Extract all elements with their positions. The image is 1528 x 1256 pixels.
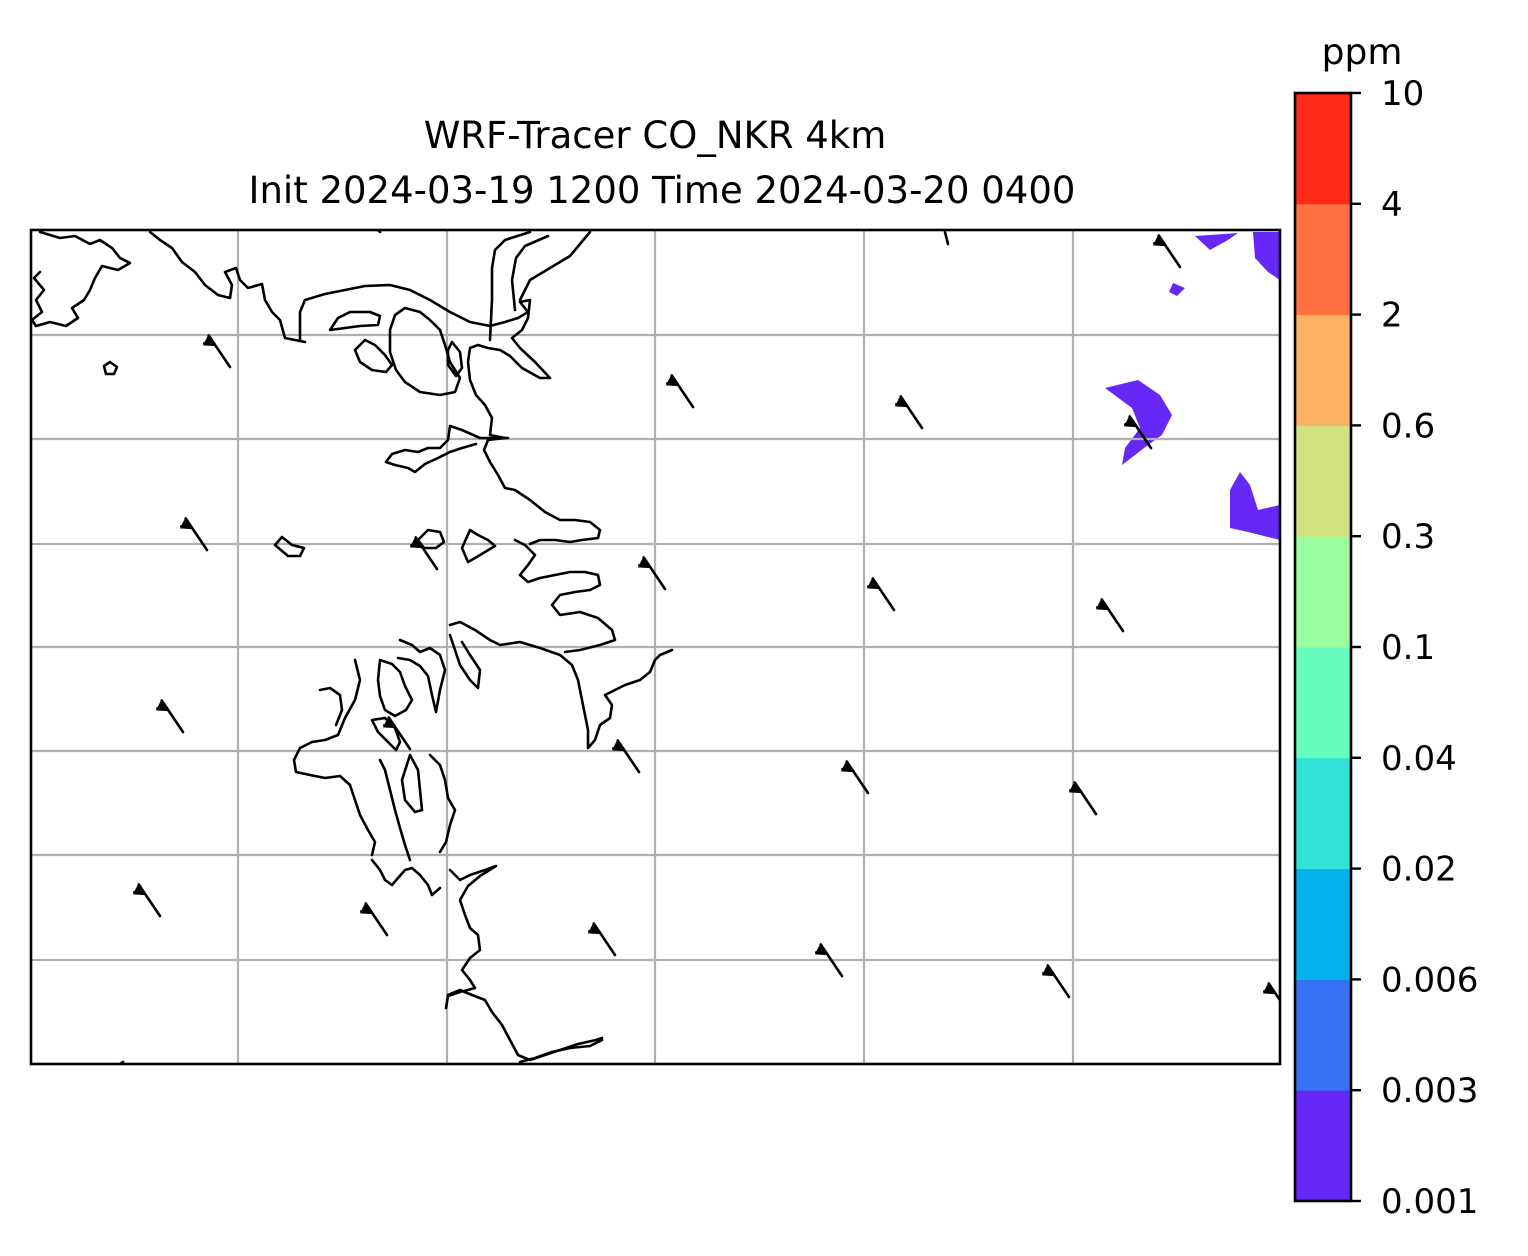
colorbar-swatch [1295, 203, 1351, 316]
island [460, 528, 497, 564]
colorbar-tick-label: 0.04 [1381, 739, 1457, 779]
wind-barb [409, 536, 439, 571]
wind-barb [359, 902, 389, 937]
colorbar-unit-label: ppm [1322, 32, 1403, 73]
coastline [31, 230, 132, 328]
colorbar-tick-label: 2 [1381, 296, 1403, 336]
wind-barb [382, 716, 412, 751]
wind-barb [866, 577, 896, 612]
coastline [446, 340, 464, 378]
coastline [318, 686, 344, 727]
coastline [370, 858, 442, 897]
island [102, 360, 119, 376]
wind-barb [1095, 598, 1125, 633]
colorbar-tick-label: 0.003 [1381, 1071, 1478, 1111]
colorbar-tick-label: 0.001 [1381, 1182, 1478, 1222]
wind-barb [1068, 781, 1098, 816]
coastline [396, 638, 447, 714]
colorbar-swatch [1295, 757, 1351, 870]
colorbar-tick-label: 0.1 [1381, 628, 1435, 668]
colorbar-tick-label: 0.6 [1381, 406, 1435, 446]
wind-barb [179, 517, 209, 552]
tracer-patch [1230, 472, 1280, 540]
colorbar-tick-label: 0.3 [1381, 517, 1435, 557]
river-channel [518, 230, 592, 302]
colorbar-tick-label: 10 [1381, 74, 1424, 114]
wind-barb [840, 760, 870, 795]
tracer-patch [1195, 233, 1238, 250]
coastline [378, 758, 412, 862]
colorbar-swatch [1295, 868, 1351, 980]
coastline [370, 716, 402, 752]
coastline [943, 230, 950, 246]
colorbar-swatch [1295, 647, 1351, 759]
wind-barb [1041, 964, 1071, 999]
coastline [448, 620, 674, 750]
wind-barb [587, 922, 617, 957]
colorbar-swatch [1295, 536, 1351, 648]
colorbar-swatches [1295, 93, 1351, 1202]
coastline [298, 283, 602, 546]
colorbar: 0.001 0.003 0.006 0.02 0.04 0.1 0.3 0.6 2 4 10 ppm [1293, 32, 1478, 1222]
wind-barb [1123, 415, 1153, 450]
coastline [518, 1038, 604, 1064]
wind-barb [132, 883, 162, 918]
coastline [148, 230, 307, 344]
tracer-patch [1253, 232, 1280, 280]
coastline [513, 538, 617, 654]
coastline [376, 658, 414, 718]
coastline [400, 753, 424, 814]
gridlines [31, 230, 1280, 1064]
wind-barb [611, 739, 641, 774]
wind-barb [637, 556, 667, 591]
river-channel [488, 230, 532, 342]
wind-barb [814, 943, 844, 978]
wind-barb [1152, 234, 1182, 269]
colorbar-swatch [1295, 1090, 1351, 1202]
tracer-patch [1169, 283, 1185, 296]
coastline [446, 988, 604, 1062]
coastline [384, 424, 510, 474]
tracer-fill-layer [1105, 232, 1280, 540]
coastline [444, 864, 498, 1010]
coastlines [31, 230, 950, 1064]
colorbar-swatch [1295, 979, 1351, 1091]
colorbar-swatch [1295, 314, 1351, 426]
coastline [292, 658, 377, 857]
colorbar-swatch [1295, 425, 1351, 537]
wind-barb [665, 374, 695, 409]
coastline [328, 310, 382, 332]
coastline [428, 753, 457, 854]
coastline [388, 306, 462, 397]
colorbar-tick-label: 0.02 [1381, 850, 1457, 890]
colorbar-ticks: 0.001 0.003 0.006 0.02 0.04 0.1 0.3 0.6 2 4 10 [1351, 74, 1478, 1222]
island [273, 535, 306, 558]
title-line-2: Init 2024-03-19 1200 Time 2024-03-20 040… [249, 169, 1076, 212]
wind-barb [155, 699, 185, 734]
colorbar-swatch [1295, 93, 1351, 205]
colorbar-tick-label: 0.006 [1381, 960, 1478, 1000]
coastline [353, 338, 394, 374]
map-frame [29, 228, 1282, 1066]
tracer-patch [1105, 380, 1172, 465]
coastline [448, 633, 482, 690]
title-line-1: WRF-Tracer CO_NKR 4km [424, 114, 887, 157]
wind-barb [202, 334, 232, 369]
river-channel [510, 234, 550, 312]
wind-barb [894, 395, 924, 430]
colorbar-tick-label: 4 [1381, 185, 1403, 225]
map-panel [31, 230, 1280, 1064]
